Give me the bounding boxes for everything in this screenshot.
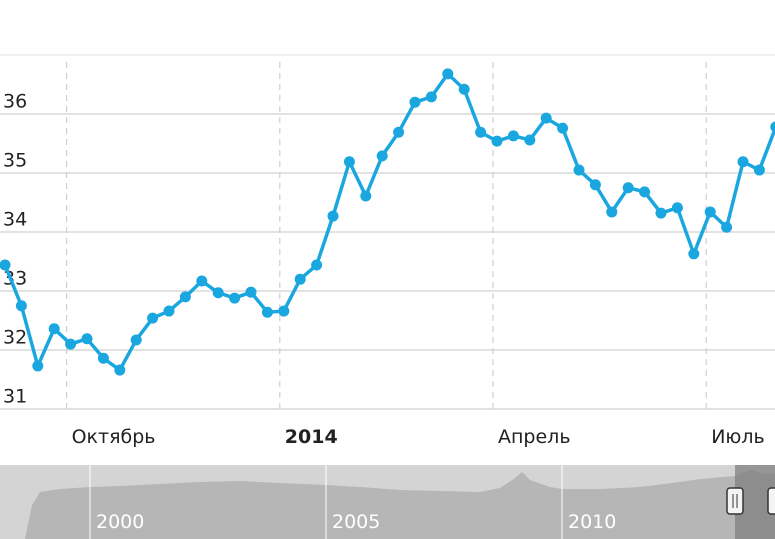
data-point: [147, 312, 159, 324]
data-point: [737, 156, 749, 168]
navigator-label: 2000: [96, 511, 144, 533]
data-point: [294, 273, 306, 285]
series-line: [3, 72, 775, 372]
navigator-handle[interactable]: [726, 487, 744, 515]
y-tick-label: 32: [3, 327, 27, 349]
data-point: [704, 206, 716, 218]
data-point: [179, 291, 191, 303]
data-point: [540, 112, 552, 124]
data-point: [393, 126, 405, 138]
data-point: [753, 164, 765, 176]
data-point: [163, 305, 175, 317]
y-tick-label: 34: [3, 209, 27, 231]
data-point: [97, 352, 109, 364]
data-point: [606, 206, 618, 218]
data-point: [524, 134, 536, 146]
navigator-label: 2010: [568, 511, 616, 533]
data-point: [507, 130, 519, 142]
data-point: [425, 91, 437, 103]
data-point: [311, 259, 323, 271]
y-tick-label: 36: [3, 91, 27, 113]
data-point: [65, 338, 77, 350]
data-point: [261, 306, 273, 318]
data-point: [557, 122, 569, 134]
y-tick-label: 35: [3, 150, 27, 172]
data-point: [229, 292, 241, 304]
data-point: [409, 96, 421, 108]
data-point: [655, 207, 667, 219]
data-point: [343, 156, 355, 168]
data-point: [15, 300, 27, 312]
data-point: [770, 121, 775, 133]
data-point: [589, 179, 601, 191]
data-point: [32, 360, 44, 372]
data-point: [245, 286, 257, 298]
navigator-handle[interactable]: [767, 487, 775, 515]
data-point: [278, 305, 290, 317]
navigator-area: [0, 470, 775, 539]
data-point: [196, 275, 208, 287]
data-point: [639, 186, 651, 198]
x-tick-label: Апрель: [498, 426, 571, 448]
x-tick-label: Октябрь: [72, 426, 156, 448]
y-tick-label: 31: [3, 386, 27, 408]
data-point: [458, 83, 470, 95]
data-point: [212, 287, 224, 299]
data-point: [671, 202, 683, 214]
x-tick-label: Июль: [711, 426, 765, 448]
data-point: [48, 323, 60, 335]
data-point: [114, 364, 126, 376]
data-point: [0, 259, 11, 271]
data-point: [130, 334, 142, 346]
data-point: [688, 248, 700, 260]
data-point: [475, 126, 487, 138]
navigator[interactable]: 2000 2005 2010: [0, 465, 775, 539]
data-point: [81, 333, 93, 345]
data-point: [622, 182, 634, 194]
navigator-label: 2005: [332, 511, 380, 533]
data-point: [442, 68, 454, 80]
data-point: [360, 190, 372, 202]
data-point: [376, 150, 388, 162]
data-point: [327, 210, 339, 222]
x-tick-label: 2014: [285, 426, 338, 448]
data-point: [721, 221, 733, 233]
data-point: [491, 135, 503, 147]
data-point: [573, 164, 585, 176]
